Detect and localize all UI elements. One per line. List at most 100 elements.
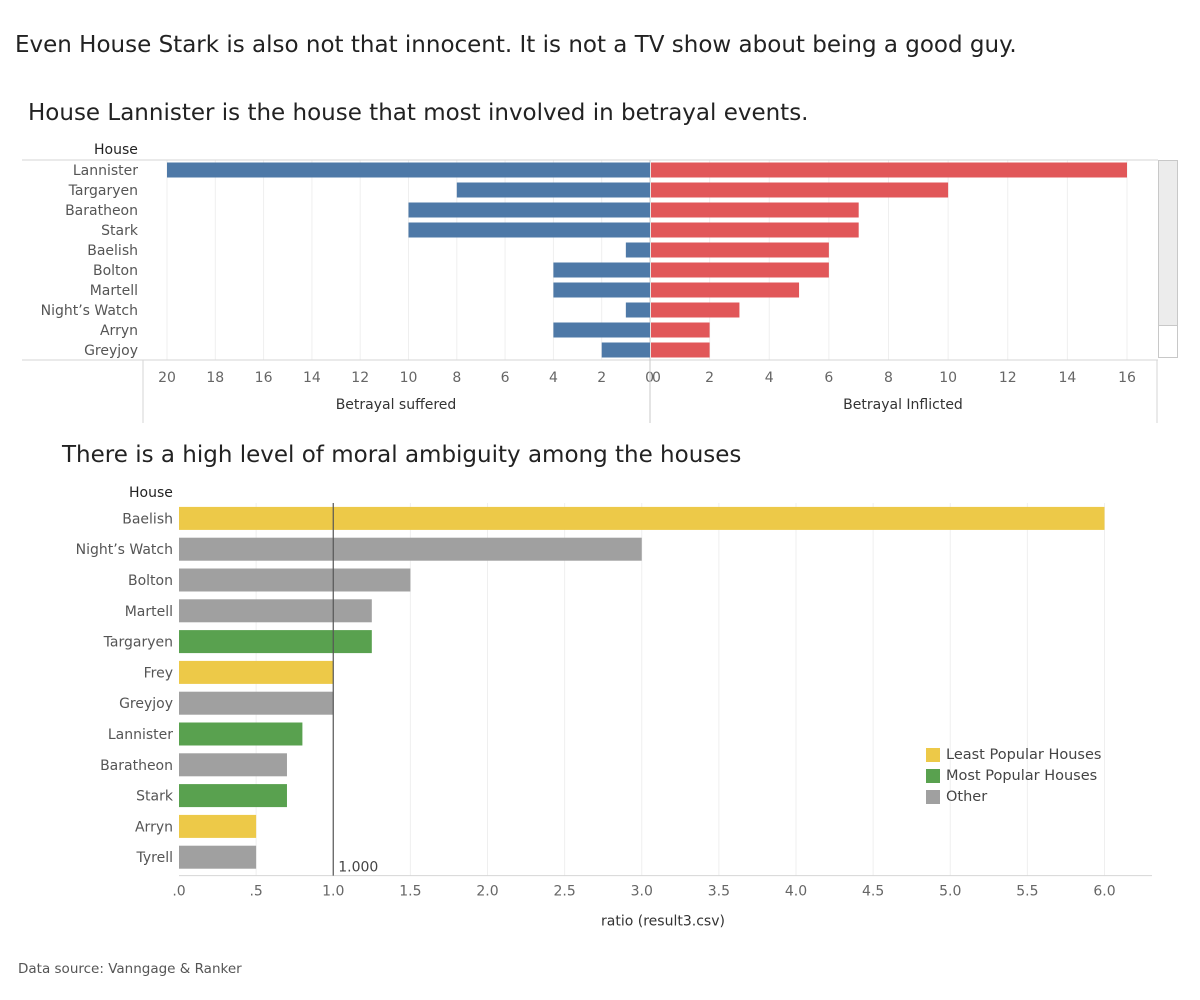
x-tick-label: 12 [999,370,1017,386]
row-label: Martell [90,283,138,299]
ratio-bar[interactable] [179,814,257,838]
betrayal-inflicted-bar[interactable] [651,242,829,258]
x-axis-title-right: Betrayal Inflicted [843,397,963,413]
legend-label: Most Popular Houses [946,767,1098,784]
row-label: Targaryen [68,183,138,199]
betrayal-inflicted-bar[interactable] [651,282,800,298]
betrayal-inflicted-bar[interactable] [651,342,710,358]
row-header: House [94,142,138,158]
row-label: Lannister [108,727,173,743]
row-label: Arryn [135,819,173,835]
betrayal-suffered-bar[interactable] [553,262,650,278]
x-tick-label: .5 [249,884,262,900]
betrayal-inflicted-bar[interactable] [651,162,1127,178]
data-source-footer: Data source: Vanngage & Ranker [18,961,242,977]
row-label: Frey [144,665,173,681]
ratio-bar[interactable] [179,845,257,869]
ratio-bar[interactable] [179,599,372,623]
row-label: Greyjoy [119,696,173,712]
betrayal-suffered-bar[interactable] [408,222,651,238]
betrayal-inflicted-bar[interactable] [651,202,859,218]
legend-swatch-other [926,789,940,804]
betrayal-chart-title: House Lannister is the house that most i… [28,100,809,126]
row-label: Stark [136,789,174,805]
legend-item[interactable]: Most Popular Houses [926,765,1101,786]
row-label: Night’s Watch [76,542,173,558]
ratio-bar[interactable] [179,784,287,808]
ratio-bar[interactable] [179,568,411,592]
ratio-bar[interactable] [179,630,372,654]
row-label: Baratheon [100,758,173,774]
legend: Least Popular Houses Most Popular Houses… [926,744,1101,807]
ratio-bar[interactable] [179,537,642,561]
x-axis-title: ratio (result3.csv) [601,914,725,930]
x-tick-label: 8 [884,370,893,386]
betrayal-suffered-bar[interactable] [601,342,650,358]
x-tick-label: 3.5 [708,884,730,900]
betrayal-suffered-bar[interactable] [456,182,650,198]
x-tick-label: 4.5 [862,884,884,900]
x-tick-label: 4 [765,370,774,386]
x-tick-label: 18 [206,370,224,386]
legend-swatch-least-popular [926,747,940,762]
row-label: Baratheon [65,203,138,219]
dashboard-title: Even House Stark is also not that innoce… [15,32,1017,58]
betrayal-inflicted-bar[interactable] [651,222,859,238]
row-label: Baelish [122,511,173,527]
ratio-bar[interactable] [179,660,334,684]
betrayal-suffered-bar[interactable] [167,162,650,178]
betrayal-suffered-bar[interactable] [553,322,650,338]
row-label: Bolton [128,573,173,589]
legend-item[interactable]: Other [926,786,1101,807]
x-tick-label: 2 [705,370,714,386]
ambiguity-chart-title: There is a high level of moral ambiguity… [62,442,742,468]
x-tick-label: 2.5 [553,884,575,900]
x-tick-label: 5.0 [939,884,961,900]
x-tick-label: 5.5 [1016,884,1038,900]
x-tick-label: 14 [1058,370,1076,386]
ratio-bar[interactable] [179,753,287,777]
legend-item[interactable]: Least Popular Houses [926,744,1101,765]
legend-label: Least Popular Houses [946,746,1102,763]
legend-swatch-most-popular [926,768,940,783]
x-tick-label: 1.0 [322,884,344,900]
ratio-bar[interactable] [179,691,334,715]
x-tick-label: 20 [158,370,176,386]
betrayal-suffered-bar[interactable] [408,202,651,218]
betrayal-inflicted-bar[interactable] [651,262,829,278]
row-label: Night’s Watch [41,303,138,319]
x-tick-label: 6 [501,370,510,386]
x-tick-label: 4.0 [785,884,807,900]
row-label: Arryn [100,323,138,339]
ratio-bar[interactable] [179,722,303,746]
betrayal-suffered-bar[interactable] [625,302,650,318]
x-axis-title-left: Betrayal suffered [336,397,457,413]
ambiguity-chart[interactable]: House .0 .5 1.0 1.5 2.0 2.5 3.0 3.5 4.0 4.5 5.0 5.5 6… [0,478,1200,933]
row-label: Bolton [93,263,138,279]
row-header: House [129,485,173,501]
x-tick-label: 0 [652,370,661,386]
x-tick-label: 2 [597,370,606,386]
betrayal-chart[interactable]: House201816141210864200246810121416Lanni… [0,135,1200,430]
x-tick-label: 8 [452,370,461,386]
scroll-thumb[interactable] [1159,161,1177,326]
ratio-bar[interactable] [179,506,1105,530]
x-tick-label: 6.0 [1093,884,1115,900]
scrollbar[interactable] [1158,160,1178,358]
row-label: Lannister [73,163,138,179]
betrayal-inflicted-bar[interactable] [651,302,740,318]
betrayal-suffered-bar[interactable] [625,242,650,258]
x-tick-label: 12 [351,370,369,386]
reference-line-label: 1.000 [338,860,378,876]
legend-label: Other [946,788,988,805]
betrayal-suffered-bar[interactable] [553,282,650,298]
x-tick-label: 4 [549,370,558,386]
row-label: Greyjoy [84,343,138,359]
x-tick-label: 6 [824,370,833,386]
betrayal-inflicted-bar[interactable] [651,182,949,198]
x-tick-label: 14 [303,370,321,386]
row-label: Martell [125,604,173,620]
x-tick-label: 10 [939,370,957,386]
row-label: Targaryen [103,635,173,651]
betrayal-inflicted-bar[interactable] [651,322,710,338]
